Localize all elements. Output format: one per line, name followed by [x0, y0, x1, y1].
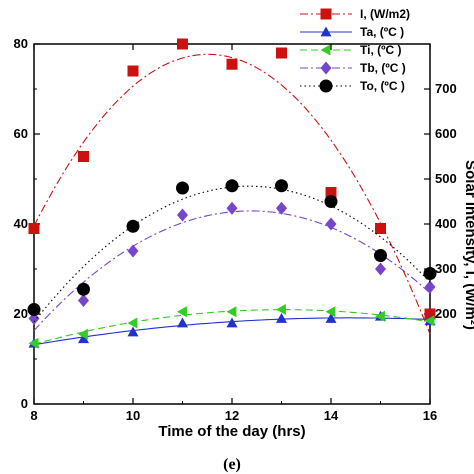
- data-point: [423, 267, 437, 280]
- legend-marker: [320, 44, 331, 56]
- legend: I, (W/m2) Ta, (ºC ) Ti, (ºC ) Tb, (ºC ) To, …: [300, 7, 410, 93]
- left-y-tick-label: 40: [14, 216, 28, 231]
- data-point: [177, 208, 188, 222]
- legend-item: Ti, (ºC ): [300, 43, 402, 57]
- data-point: [375, 262, 386, 276]
- left-y-tick-label: 60: [14, 126, 28, 141]
- data-point: [176, 181, 189, 195]
- series-0: [28, 38, 436, 335]
- x-axis-label: Time of the day (hrs): [158, 423, 305, 440]
- x-tick-label: 12: [225, 408, 239, 423]
- legend-item: Tb, (ºC ): [300, 61, 406, 75]
- data-point: [325, 217, 337, 231]
- data-point: [375, 310, 385, 322]
- series-4: [27, 179, 437, 323]
- left-y-tick-label: 20: [14, 306, 28, 321]
- data-point: [276, 304, 286, 315]
- series-1: [28, 310, 436, 348]
- legend-item: To, (ºC ): [300, 79, 405, 93]
- series-2: [28, 304, 435, 349]
- data-point: [127, 244, 139, 258]
- axes: 8 10 12 14 16 0 20 40 60 80 200 300 400 500 600 700: [14, 36, 457, 423]
- data-point: [226, 306, 237, 318]
- data-point: [375, 223, 386, 234]
- x-tick-label: 14: [324, 408, 339, 423]
- data-point: [424, 280, 436, 294]
- left-y-tick-label: 80: [14, 36, 28, 51]
- x-tick-label: 16: [423, 408, 437, 423]
- legend-label: Ti, (ºC ): [360, 43, 402, 57]
- data-point: [177, 38, 188, 50]
- right-y-tick-label: 600: [435, 126, 457, 141]
- data-point: [226, 201, 238, 215]
- data-point: [225, 179, 239, 193]
- legend-marker: [320, 26, 332, 37]
- data-point: [28, 337, 39, 349]
- data-point: [276, 201, 287, 215]
- data-point: [324, 195, 338, 208]
- data-point: [276, 313, 287, 323]
- data-point: [275, 179, 288, 193]
- figure-caption: (e): [223, 456, 241, 473]
- data-point: [127, 317, 138, 329]
- data-point: [28, 223, 40, 234]
- data-point: [325, 187, 337, 198]
- data-point: [226, 58, 238, 70]
- data-point: [276, 47, 287, 59]
- data-point: [424, 308, 436, 320]
- right-y-axis-label: Solar Intensity, I, (W/m²): [462, 160, 474, 330]
- data-point: [374, 249, 387, 262]
- right-y-tick-label: 300: [435, 261, 457, 276]
- legend-item: I, (W/m2): [300, 7, 410, 21]
- data-point: [424, 315, 435, 327]
- legend-item: Ta, (ºC ): [300, 25, 404, 39]
- legend-marker: [320, 8, 332, 20]
- data-point: [325, 306, 336, 318]
- data-point: [177, 306, 187, 318]
- x-tick-label: 10: [126, 408, 140, 423]
- data-point: [78, 294, 89, 307]
- legend-label: To, (ºC ): [360, 79, 405, 93]
- legend-marker: [320, 61, 332, 75]
- right-y-tick-label: 200: [435, 306, 457, 321]
- right-y-tick-label: 500: [435, 171, 457, 186]
- data-point: [226, 317, 238, 328]
- left-y-tick-label: 0: [21, 396, 28, 411]
- data-point: [78, 333, 89, 344]
- data-point: [325, 313, 337, 323]
- data-point: [78, 328, 88, 340]
- data-point: [77, 282, 90, 296]
- legend-label: Ta, (ºC ): [360, 25, 404, 39]
- series-3: [28, 201, 436, 331]
- right-y-tick-label: 400: [435, 216, 457, 231]
- plot-border: [33, 43, 431, 405]
- data-point: [27, 303, 41, 316]
- data-point: [126, 219, 140, 233]
- x-tick-label: 8: [30, 408, 37, 423]
- series-layer: [27, 38, 437, 349]
- legend-marker: [319, 79, 333, 93]
- data-point: [127, 326, 139, 337]
- data-point: [78, 151, 89, 162]
- data-point: [177, 317, 188, 328]
- legend-label: Tb, (ºC ): [360, 61, 406, 75]
- legend-label: I, (W/m2): [360, 7, 410, 21]
- plot-frame: [33, 43, 431, 405]
- data-point: [127, 65, 139, 77]
- right-y-tick-label: 700: [435, 81, 457, 96]
- series-trend-line: [33, 53, 431, 335]
